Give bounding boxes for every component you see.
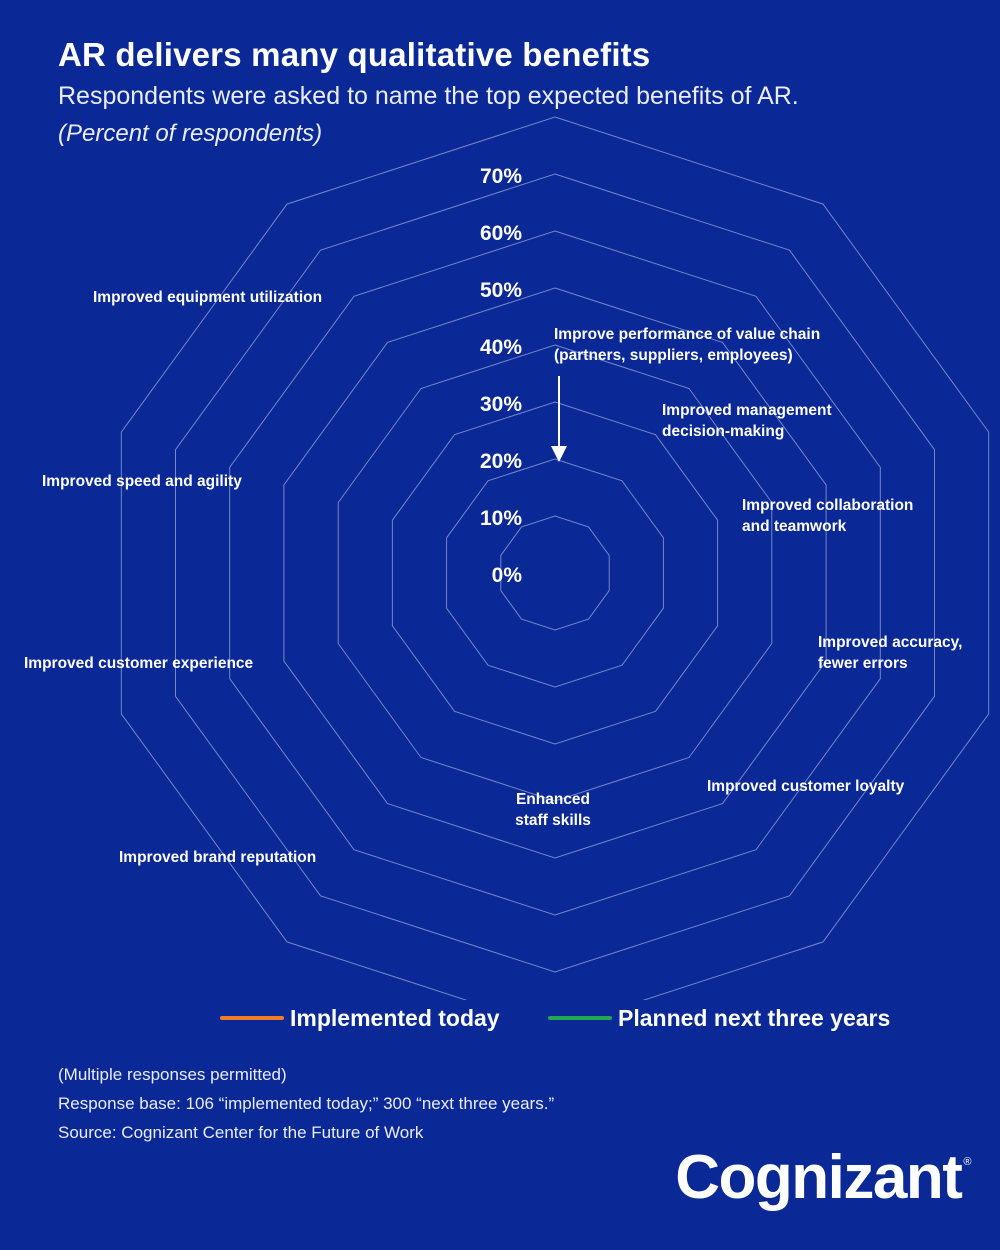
chart-title: AR delivers many qualitative benefits — [58, 36, 651, 73]
legend-swatch-planned — [548, 1016, 612, 1020]
grid-ring — [229, 230, 881, 916]
radial-tick-label: 0% — [492, 564, 523, 587]
footnotes: (Multiple responses permitted) Response … — [58, 1060, 554, 1147]
radial-tick-label: 50% — [480, 279, 522, 302]
legend-swatch-implemented — [220, 1016, 284, 1020]
axis-label: Improve performance of value chain — [554, 326, 820, 343]
axis-label: Improved speed and agility — [42, 473, 242, 490]
axis-label: Improved customer experience — [24, 655, 254, 672]
footnote-source: Source: Cognizant Center for the Future … — [58, 1123, 424, 1142]
chart-subtitle: Respondents were asked to name the top e… — [58, 82, 799, 110]
radial-tick-label: 40% — [480, 336, 522, 359]
annotation-arrow-head — [551, 446, 567, 462]
axis-label: fewer errors — [818, 655, 908, 672]
legend-label-implemented: Implemented today — [290, 1004, 500, 1031]
logo-text: Cognizant — [675, 1143, 963, 1212]
grid-ring — [446, 458, 664, 688]
axis-label: Improved collaboration — [742, 497, 913, 514]
axis-label: and teamwork — [742, 518, 847, 535]
logo-registered-mark: ® — [963, 1156, 971, 1168]
grid-ring — [120, 116, 990, 1000]
axis-label: decision-making — [662, 423, 784, 440]
radar-chart: 0% 10% 20% 30% 40% 50% 60% 70% Improve performan… — [24, 116, 990, 1000]
chart-unit-note: (Percent of respondents) — [58, 120, 323, 147]
legend: Implemented today Planned next three yea… — [0, 1000, 1000, 1036]
legend-item-planned: Planned next three years — [548, 1000, 890, 1036]
footnote-multiple: (Multiple responses permitted) — [58, 1065, 287, 1084]
grid-ring — [391, 401, 719, 745]
axis-label: (partners, suppliers, employees) — [554, 347, 793, 364]
radial-tick-label: 10% — [480, 507, 522, 530]
axis-label: Improved brand reputation — [119, 849, 316, 866]
axis-label: Improved accuracy, — [818, 634, 962, 651]
radial-tick-label: 30% — [480, 393, 522, 416]
grid-ring — [500, 515, 610, 631]
axis-label: Improved management — [662, 402, 832, 419]
radial-tick-label: 20% — [480, 450, 522, 473]
axis-label: Improved customer loyalty — [707, 778, 905, 795]
axis-label: Improved equipment utilization — [93, 289, 322, 306]
footnote-response-base: Response base: 106 “implemented today;” … — [58, 1094, 555, 1113]
cognizant-logo: Cognizant ® — [675, 1142, 971, 1213]
grid-ring — [283, 287, 827, 859]
radial-tick-label: 70% — [480, 165, 522, 188]
legend-item-implemented: Implemented today — [220, 1000, 500, 1036]
axis-label: Enhanced — [516, 791, 590, 808]
grid-ring — [175, 173, 935, 973]
axis-label: staff skills — [515, 812, 591, 829]
grid-ring — [337, 344, 773, 802]
legend-label-planned: Planned next three years — [618, 1004, 891, 1031]
radial-tick-label: 60% — [480, 222, 522, 245]
